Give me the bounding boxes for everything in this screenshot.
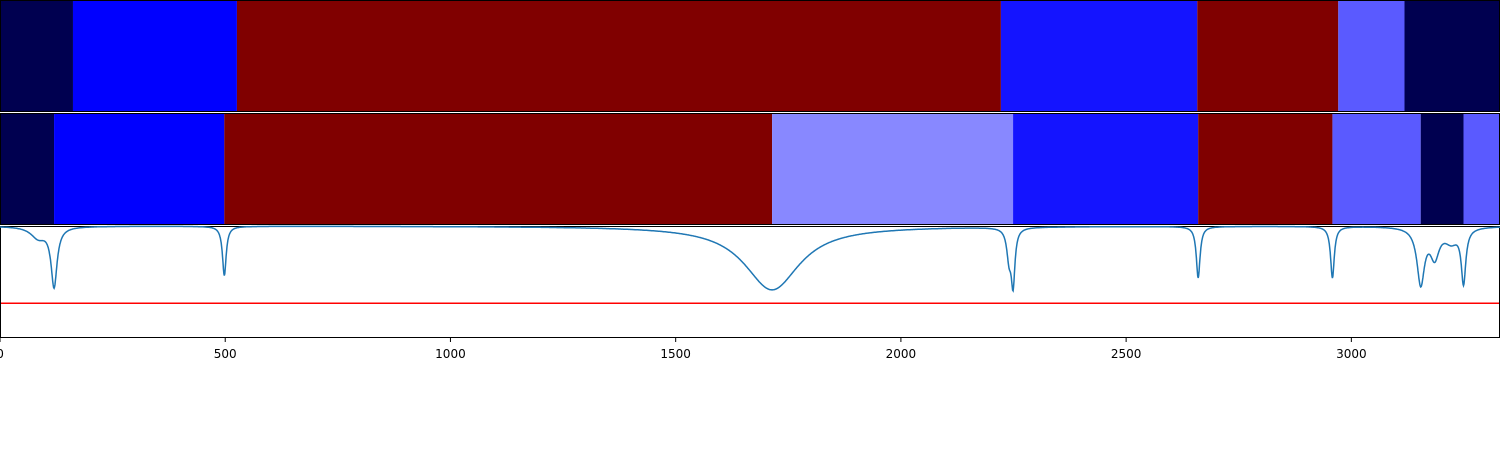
x-tick-label-3: 1500 xyxy=(660,347,691,361)
x-tick-label-1: 500 xyxy=(214,347,237,361)
x-tick-label-4: 2000 xyxy=(886,347,917,361)
segment-row-2 xyxy=(0,113,1500,225)
segment-r1-6 xyxy=(1338,0,1405,112)
segment-r1-4 xyxy=(1000,0,1198,112)
segment-r1-7 xyxy=(1404,0,1500,112)
x-axis: 0 500 1000 1500 2000 2500 3000 xyxy=(0,338,1367,361)
x-tick-label-0: 0 xyxy=(0,347,4,361)
segment-r2-3 xyxy=(224,113,773,225)
segment-r2-8 xyxy=(1420,113,1464,225)
segment-r1-2 xyxy=(72,0,237,112)
x-tick-label-5: 2500 xyxy=(1111,347,1142,361)
series-line xyxy=(0,225,1500,293)
segment-r1-1 xyxy=(0,0,73,112)
segment-r2-6 xyxy=(1198,113,1333,225)
segment-r2-1 xyxy=(0,113,55,225)
line-panel-background xyxy=(0,226,1500,338)
similarity-line-panel xyxy=(0,225,1500,338)
segment-row-1 xyxy=(0,0,1500,112)
segment-r1-3 xyxy=(236,0,1001,112)
segment-r2-2 xyxy=(54,113,225,225)
segment-r1-5 xyxy=(1197,0,1339,112)
segment-r2-5 xyxy=(1013,113,1199,225)
segment-r2-7 xyxy=(1332,113,1421,225)
x-tick-label-2: 1000 xyxy=(435,347,466,361)
segment-r2-9 xyxy=(1463,113,1500,225)
segment-r2-4 xyxy=(772,113,1014,225)
x-tick-label-6: 3000 xyxy=(1336,347,1367,361)
